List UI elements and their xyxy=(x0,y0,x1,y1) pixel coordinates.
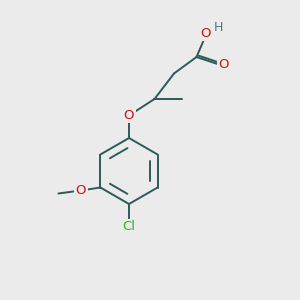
Text: O: O xyxy=(218,58,229,71)
Text: O: O xyxy=(124,109,134,122)
Text: O: O xyxy=(200,26,211,40)
Text: Cl: Cl xyxy=(122,220,136,233)
Text: O: O xyxy=(76,184,86,197)
Text: H: H xyxy=(213,21,223,34)
